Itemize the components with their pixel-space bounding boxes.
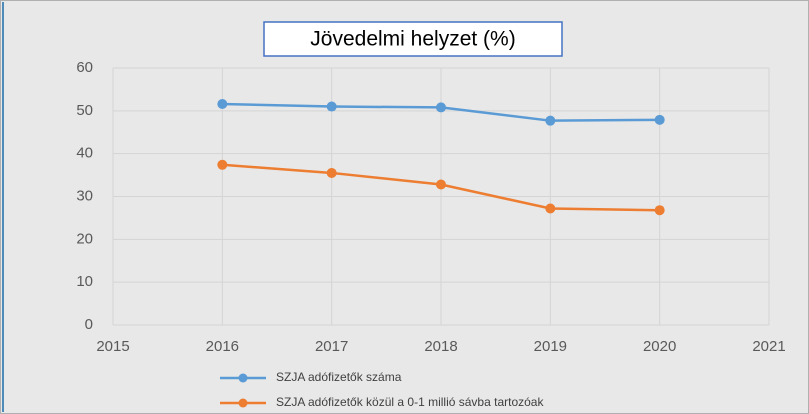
data-point [326, 167, 337, 178]
y-tick-label: 60 [76, 59, 93, 76]
y-tick-label: 40 [76, 145, 93, 162]
data-point [654, 205, 665, 216]
title-box [263, 21, 563, 57]
data-point [436, 102, 446, 113]
x-tick-label: 2018 [424, 338, 457, 355]
data-point [217, 98, 228, 109]
legend-label: SZJA adófizetők száma [276, 370, 402, 384]
y-tick-label: 50 [76, 102, 93, 119]
x-tick-label: 2015 [96, 338, 129, 355]
data-point [545, 203, 556, 214]
data-point [654, 114, 665, 125]
y-tick-label: 30 [76, 187, 93, 204]
x-tick-label: 2021 [752, 338, 785, 355]
legend-marker [238, 373, 248, 383]
data-point [436, 179, 446, 190]
x-tick-label: 2016 [206, 338, 239, 355]
data-point [545, 115, 556, 126]
x-tick-label: 2020 [643, 338, 676, 355]
legend-label: SZJA adófizetők közül a 0-1 millió sávba… [276, 395, 544, 409]
y-tick-label: 10 [76, 273, 93, 290]
data-point [217, 159, 228, 170]
data-point [326, 101, 337, 112]
x-tick-label: 2017 [315, 338, 348, 355]
left-edge [2, 2, 4, 412]
x-tick-label: 2019 [534, 338, 567, 355]
y-tick-label: 20 [76, 230, 93, 247]
chart-title: Jövedelmi helyzet (%) [310, 28, 515, 51]
y-tick-label: 0 [85, 316, 93, 333]
legend-marker [238, 398, 248, 408]
